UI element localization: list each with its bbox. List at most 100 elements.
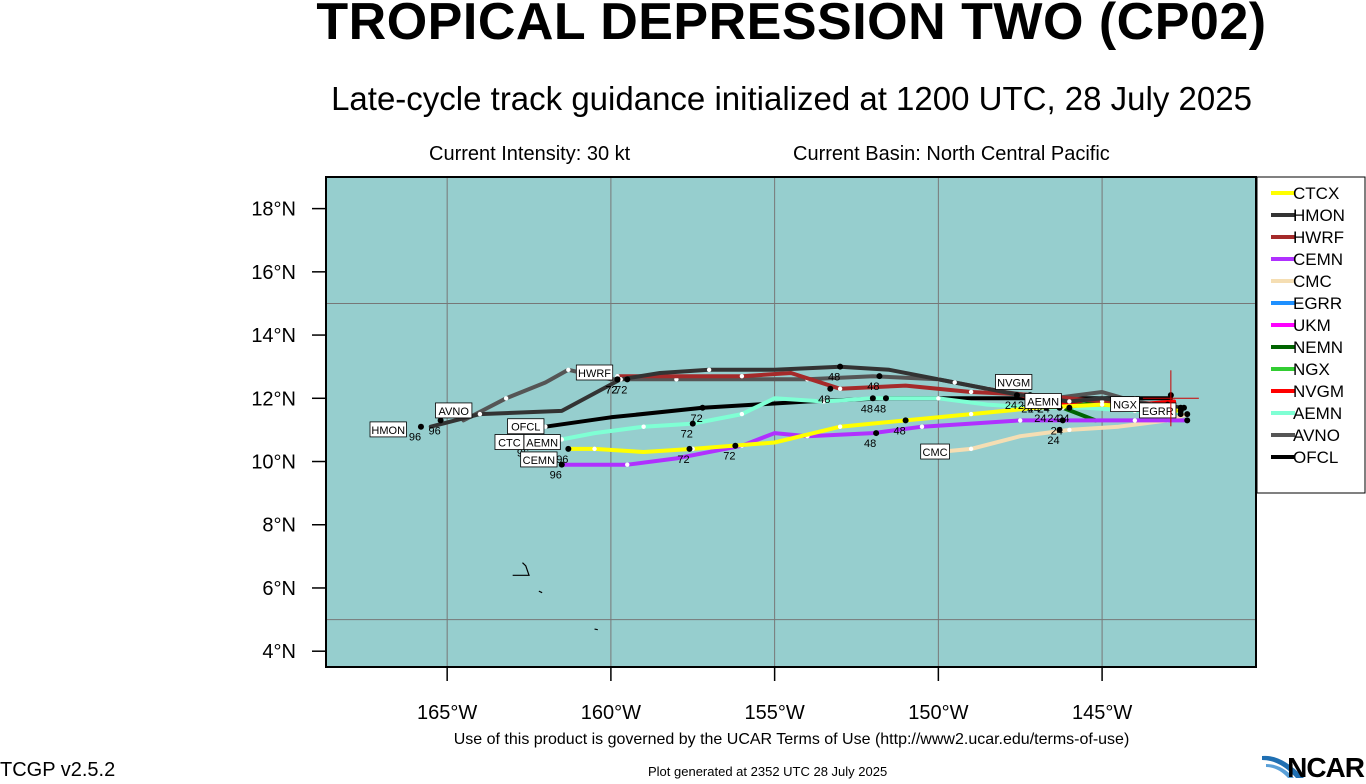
forecast-hour-label: 72 [615, 384, 627, 396]
forecast-dot [1177, 411, 1184, 418]
forecast-hour-label: 72 [681, 429, 693, 441]
forecast-dot [1013, 392, 1020, 399]
model-label-box [369, 421, 407, 438]
legend: CTCX HMON HWRF CEMN CMC EGRR UKM NEMN NGX NVGM AEM… [1256, 176, 1366, 494]
forecast-hour-label: 72 [677, 454, 689, 466]
model-label: HWRF [578, 368, 611, 380]
y-tick-label: 16°N [251, 262, 296, 284]
forecast-hour-label: 24 [1034, 413, 1046, 425]
forecast-hour-label: 48 [874, 403, 886, 415]
legend-label-cemn: CEMN [1293, 250, 1343, 269]
legend-label-hmon: HMON [1293, 206, 1345, 225]
terms-of-use[interactable]: Use of this product is governed by the U… [453, 731, 1130, 748]
legend-label-nemn: NEMN [1293, 338, 1343, 357]
current-intensity: Current Intensity: 30 kt [429, 143, 631, 165]
forecast-dot [417, 423, 424, 430]
ncar-logo-icon [1262, 755, 1304, 778]
model-label: NVGM [997, 377, 1030, 389]
track-point-ctcx [968, 411, 974, 417]
forecast-dot [614, 376, 621, 383]
track-point-ctcx [837, 424, 843, 429]
current-basin: Current Basin: North Central Pacific [793, 143, 1110, 165]
y-tick-label: 12°N [251, 388, 296, 410]
legend-box [1256, 176, 1366, 494]
legend-label-egrr: EGRR [1293, 294, 1342, 313]
forecast-hour-label: 72 [605, 384, 617, 396]
forecast-hour-label: 48 [864, 438, 876, 450]
forecast-hour-label: 72 [605, 384, 617, 396]
forecast-dot [558, 461, 565, 468]
legend-label-avno: AVNO [1293, 426, 1340, 445]
x-axis: 165°W 160°W 155°W 150°W 145°W [417, 667, 1132, 724]
model-label: HMON [371, 425, 405, 437]
model-label: CEMN [523, 455, 555, 467]
forecast-hour-label: 48 [828, 372, 840, 384]
track-point-avno [674, 377, 679, 382]
forecast-dot [869, 395, 876, 402]
model-label: OFCL [511, 422, 540, 434]
forecast-hour-label: 24 [1005, 400, 1017, 412]
track-point-hmon [952, 380, 957, 385]
legend-label-aemn: AEMN [1293, 404, 1342, 423]
generated-time: Plot generated at 2352 UTC 28 July 2025 [648, 764, 888, 779]
track-point-hmon [706, 367, 712, 373]
x-tick-label: 145°W [1072, 702, 1132, 724]
track-point-cemn [919, 424, 925, 429]
y-tick-label: 10°N [251, 452, 296, 474]
version-label: TCGP v2.5.2 [0, 759, 116, 781]
y-tick-label: 4°N [262, 641, 296, 663]
forecast-hour-label: 48 [818, 394, 830, 406]
forecast-hour-label: 96 [409, 432, 421, 444]
track-point-aemn [739, 411, 745, 417]
forecast-dot [902, 417, 909, 424]
chart-title: TROPICAL DEPRESSION TWO (CP02) [316, 0, 1267, 51]
forecast-dot [1177, 404, 1184, 411]
forecast-dot [827, 385, 834, 392]
model-label-box [520, 451, 558, 468]
forecast-dot [689, 420, 696, 427]
x-tick-label: 155°W [745, 702, 805, 724]
chart-subtitle: Late-cycle track guidance initialized at… [331, 80, 1252, 117]
forecast-hour-label: 48 [861, 403, 873, 415]
model-tracks [428, 364, 1190, 467]
forecast-dot [699, 404, 706, 411]
forecast-dot [873, 430, 880, 437]
forecast-dot [1066, 404, 1073, 411]
track-point-cmc [968, 446, 974, 452]
forecast-dot [876, 373, 883, 380]
model-label-box [435, 402, 473, 419]
forecast-dot [732, 442, 739, 449]
forecast-dot [882, 395, 889, 402]
model-label: AEMN [1027, 396, 1059, 408]
y-tick-label: 6°N [262, 578, 296, 600]
island [594, 628, 598, 631]
y-tick-label: 14°N [251, 325, 296, 347]
forecast-hour-label: 24 [1047, 435, 1059, 447]
forecast-hour-label: 96 [550, 470, 562, 482]
forecast-dot [1056, 426, 1063, 433]
model-label-box [1024, 393, 1062, 409]
model-label-box [494, 434, 525, 450]
track-point-cemn [1132, 418, 1138, 423]
current-position-marker [1142, 370, 1199, 427]
legend-label-ctcx: CTCX [1293, 184, 1339, 203]
model-label: CMC [923, 447, 948, 459]
forecast-hour-label: 96 [428, 425, 440, 437]
forecast-dot [437, 417, 444, 424]
track-point-hwrf [739, 373, 745, 379]
model-label: NGX [1113, 400, 1138, 412]
track-point-avno [503, 396, 509, 401]
legend-label-ukm: UKM [1293, 316, 1331, 335]
track-point-cemn [1018, 418, 1023, 423]
ncar-logo-text: NCAR [1287, 752, 1365, 783]
track-point-cmc [1067, 427, 1072, 433]
track-point-ctcx [592, 446, 597, 452]
track-point-ctcx [1099, 402, 1105, 407]
legend-label-hwrf: HWRF [1293, 228, 1344, 247]
model-label-box [995, 374, 1033, 390]
x-tick-label: 160°W [581, 702, 641, 724]
forecast-hour-label: 24 [1057, 413, 1069, 425]
forecast-hour-label: 48 [893, 425, 905, 437]
